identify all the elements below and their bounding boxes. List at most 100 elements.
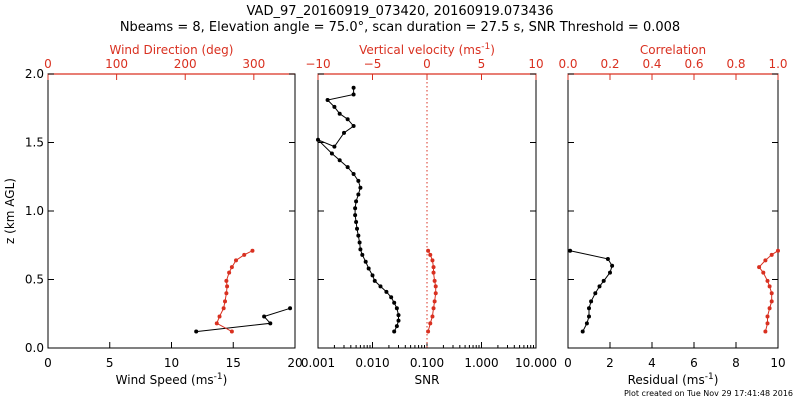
snr-data-point [426, 329, 431, 334]
snr-bottom-tick-label: 1.000 [464, 356, 498, 370]
residual-data-point [605, 256, 610, 261]
snr-data-point [432, 278, 437, 283]
residual-data-point [761, 270, 766, 275]
wind-top-axis-title: Wind Direction (deg) [110, 43, 234, 57]
residual-data-point [767, 306, 772, 311]
wind-data-point [242, 252, 247, 257]
residual-data-point [767, 284, 772, 289]
residual-data-point [610, 263, 615, 268]
snr-data-point [392, 329, 397, 334]
wind-data-point [223, 299, 228, 304]
residual-top-tick-label: 0.6 [684, 57, 703, 71]
snr-data-point [378, 284, 383, 289]
wind-bottom-tick-label: 10 [164, 356, 179, 370]
wind-data-point [225, 284, 230, 289]
wind-data-point [250, 248, 255, 253]
snr-top-axis-title-sup: -1 [481, 42, 490, 52]
snr-data-point [433, 284, 438, 289]
wind-top-tick-label: 0 [44, 57, 52, 71]
residual-series-1 [757, 248, 780, 334]
snr-data-point [384, 289, 389, 294]
wind-bottom-axis-title: Wind Speed (ms-1) [116, 372, 228, 387]
snr-data-point [354, 199, 359, 204]
wind-bottom-axis-title-sup: -1 [214, 372, 223, 382]
residual-bottom-tick-label: 6 [690, 356, 698, 370]
wind-y-tick-label: 1.5 [25, 136, 44, 150]
wind-top-tick-label: 300 [242, 57, 265, 71]
residual-bottom-tick-label: 2 [606, 356, 614, 370]
snr-data-point [428, 321, 433, 326]
wind-y-tick-label: 1.0 [25, 204, 44, 218]
residual-data-point [763, 329, 768, 334]
residual-bottom-tick-label: 4 [648, 356, 656, 370]
snr-data-point [351, 172, 356, 177]
snr-data-point [357, 240, 362, 245]
figure-title-line2: Nbeams = 8, Elevation angle = 75.0°, sca… [120, 20, 680, 35]
wind-series-line [196, 307, 291, 333]
residual-panel: 0 2 4 6 8 10 0.0 0.2 0.4 0.6 0.8 1.0 Residual (ms-1)… [558, 43, 787, 387]
snr-data-point [325, 98, 330, 103]
wind-top-tick-label: 100 [105, 57, 128, 71]
snr-data-point [345, 165, 350, 170]
snr-data-point [431, 306, 436, 311]
residual-data-point [593, 291, 598, 296]
snr-data-point [358, 247, 363, 252]
snr-data-point [354, 219, 359, 224]
snr-data-point [356, 178, 361, 183]
snr-bottom-axis-title: SNR [415, 373, 440, 387]
snr-data-point [366, 266, 371, 271]
snr-data-point [432, 299, 437, 304]
wind-y-tick-label: 2.0 [25, 67, 44, 81]
snr-data-point [332, 144, 337, 149]
snr-series-0 [316, 85, 401, 334]
snr-data-point [396, 318, 401, 323]
residual-data-point [765, 321, 770, 326]
snr-data-point [426, 248, 431, 253]
residual-data-point [769, 291, 774, 296]
snr-top-tick-label: −10 [305, 57, 330, 71]
wind-y-tick-label: 0.0 [25, 341, 44, 355]
wind-series-1 [214, 248, 255, 334]
wind-data-point [221, 306, 226, 311]
residual-top-tick-label: 0.8 [726, 57, 745, 71]
snr-data-point [316, 137, 320, 142]
snr-data-point [353, 213, 358, 218]
residual-bottom-axis-title-sup: -1 [705, 372, 714, 382]
snr-data-point [430, 258, 435, 263]
snr-bottom-axis-title-main: SNR [415, 373, 440, 387]
snr-data-point [342, 130, 347, 135]
wind-bottom-axis-title-main: Wind Speed (ms [116, 373, 214, 387]
snr-top-tick-label: 0 [423, 57, 431, 71]
wind-bottom-tick-label: 20 [287, 356, 302, 370]
residual-top-axis-title: Correlation [640, 43, 706, 57]
wind-plot-frame [47, 73, 296, 349]
snr-top-tick-label: −5 [364, 57, 382, 71]
snr-data-point [337, 158, 342, 163]
wind-data-point [233, 258, 238, 263]
residual-plot-frame [567, 73, 779, 349]
snr-bottom-tick-label: 0.100 [410, 356, 444, 370]
snr-data-point [394, 306, 399, 311]
wind-data-point [229, 329, 234, 334]
residual-series-0 [568, 248, 615, 334]
snr-data-point [392, 300, 397, 305]
wind-data-point [224, 278, 229, 283]
residual-top-tick-label: 0.4 [642, 57, 661, 71]
residual-bottom-axis-title-main: Residual (ms [628, 373, 705, 387]
residual-series-line [758, 250, 779, 332]
snr-data-point [329, 151, 334, 156]
residual-data-point [757, 265, 762, 270]
residual-data-point [589, 299, 594, 304]
wind-data-point [262, 314, 267, 319]
residual-data-point [587, 306, 591, 311]
snr-data-point [332, 104, 337, 109]
snr-bottom-tick-label: 10.000 [515, 356, 557, 370]
snr-top-tick-label: 10 [528, 57, 543, 71]
residual-data-point [584, 321, 589, 326]
snr-data-point [428, 252, 433, 257]
snr-data-point [351, 85, 356, 90]
residual-bottom-axis-title: Residual (ms-1) [628, 372, 719, 387]
residual-data-point [608, 270, 612, 275]
snr-top-tick-label: 5 [478, 57, 486, 71]
snr-data-point [351, 124, 356, 129]
